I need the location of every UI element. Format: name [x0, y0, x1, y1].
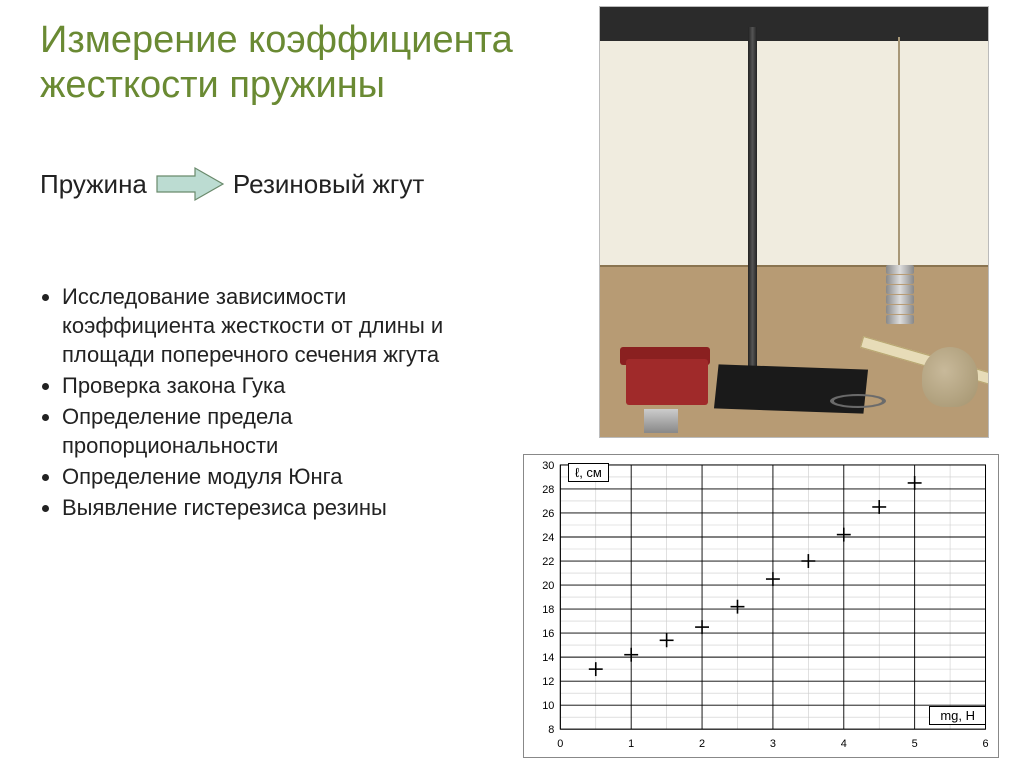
weight-disc [886, 275, 914, 284]
title-line-2: жесткости пружины [40, 63, 513, 108]
weight-stack [886, 265, 914, 325]
weight-disc [886, 315, 914, 324]
svg-text:24: 24 [542, 532, 554, 544]
experiment-photo [599, 6, 989, 438]
list-item: Выявление гистерезиса резины [62, 493, 492, 522]
weight-disc [886, 295, 914, 304]
sub-left-label: Пружина [40, 169, 147, 200]
svg-text:8: 8 [548, 724, 554, 736]
svg-text:1: 1 [628, 738, 634, 750]
list-item: Проверка закона Гука [62, 371, 492, 400]
svg-text:0: 0 [557, 738, 563, 750]
svg-text:10: 10 [542, 700, 554, 712]
wall [600, 41, 988, 271]
svg-text:5: 5 [912, 738, 918, 750]
svg-text:22: 22 [542, 556, 554, 568]
wire-ring [830, 394, 886, 408]
svg-text:12: 12 [542, 676, 554, 688]
scatter-chart: 012345681012141618202224262830 ℓ, см mg,… [523, 454, 999, 758]
svg-text:14: 14 [542, 652, 554, 664]
sub-right-label: Резиновый жгут [233, 169, 424, 200]
slide-title: Измерение коэффициента жесткости пружины [40, 18, 513, 108]
svg-text:28: 28 [542, 484, 554, 496]
weight-disc [886, 285, 914, 294]
x-axis-label: mg, Н [929, 706, 986, 725]
list-item: Определение модуля Юнга [62, 462, 492, 491]
svg-text:16: 16 [542, 628, 554, 640]
y-axis-label: ℓ, см [568, 463, 609, 482]
rubber-roll [922, 347, 978, 407]
substitution-line: Пружина Резиновый жгут [40, 166, 424, 202]
svg-text:3: 3 [770, 738, 776, 750]
wall-chart-strip [600, 7, 988, 41]
hanging-string [898, 37, 900, 267]
weight-box [626, 359, 708, 405]
weight-disc [886, 305, 914, 314]
stand-pole [748, 27, 757, 397]
weight-disc [886, 265, 914, 274]
bullet-list: Исследование зависимости коэффициента же… [62, 282, 492, 524]
svg-text:6: 6 [982, 738, 988, 750]
list-item: Исследование зависимости коэффициента же… [62, 282, 492, 369]
svg-text:18: 18 [542, 604, 554, 616]
svg-text:4: 4 [841, 738, 847, 750]
metal-block [644, 409, 678, 433]
title-line-1: Измерение коэффициента [40, 18, 513, 63]
arrow-right-icon [155, 166, 225, 202]
svg-text:30: 30 [542, 460, 554, 472]
svg-text:20: 20 [542, 580, 554, 592]
svg-text:2: 2 [699, 738, 705, 750]
svg-text:26: 26 [542, 508, 554, 520]
list-item: Определение предела пропорциональности [62, 402, 492, 460]
